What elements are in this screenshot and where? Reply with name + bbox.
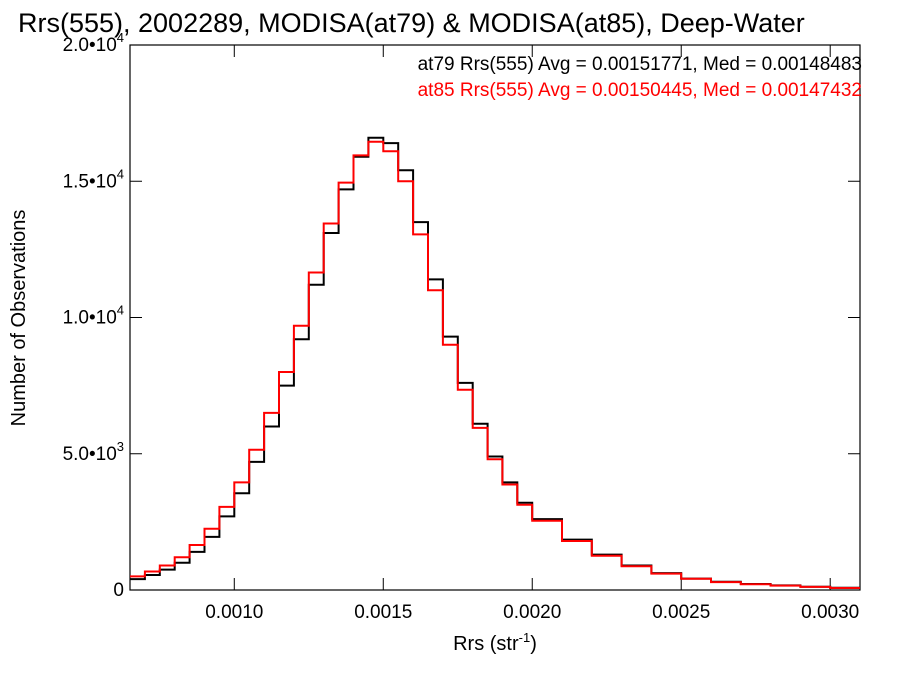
chart-title: Rrs(555), 2002289, MODISA(at79) & MODISA… xyxy=(18,8,805,38)
x-axis-label: Rrs (str-1) xyxy=(453,630,537,655)
y-tick-label: 1.0•104 xyxy=(63,303,124,329)
histogram-series xyxy=(130,136,860,589)
y-tick-label: 0 xyxy=(113,580,124,601)
x-tick-label: 0.0010 xyxy=(205,602,263,623)
stat-annotation-at79: at79 Rrs(555) Avg = 0.00151771, Med = 0.… xyxy=(418,54,862,75)
x-tick-label: 0.0015 xyxy=(354,602,412,623)
x-tick-label: 0.0030 xyxy=(801,602,859,623)
series-line-at79 xyxy=(130,136,860,589)
y-tick-label: 1.5•104 xyxy=(63,166,124,192)
plot-frame xyxy=(129,44,861,591)
y-axis-ticks: 0 5.0•103 1.0•104 1.5•104 2.0•104 xyxy=(63,30,860,601)
x-tick-label: 0.0025 xyxy=(652,602,710,623)
y-tick-label: 5.0•103 xyxy=(63,439,124,465)
stat-annotation-at85: at85 Rrs(555) Avg = 0.00150445, Med = 0.… xyxy=(418,80,862,101)
x-axis-ticks: 0.0010 0.0015 0.0020 0.0025 0.0030 xyxy=(205,45,859,623)
x-tick-label: 0.0020 xyxy=(503,602,561,623)
series-line-at85 xyxy=(130,140,860,589)
y-axis-label: Number of Observations xyxy=(8,210,30,427)
y-tick-label: 2.0•104 xyxy=(63,30,124,56)
